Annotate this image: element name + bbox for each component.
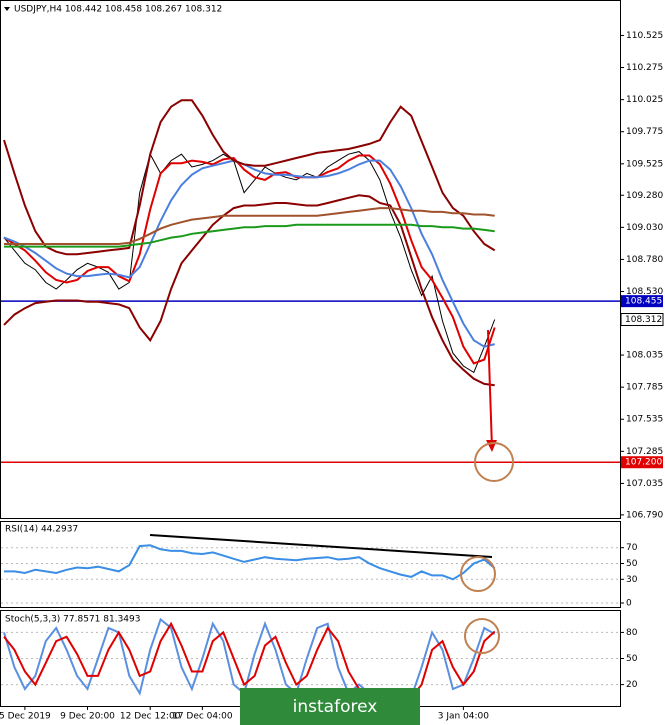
price-tag bbox=[621, 456, 663, 469]
y-tick-label: 20 bbox=[626, 680, 638, 690]
price-tag bbox=[621, 295, 663, 308]
series-line bbox=[3, 99, 496, 256]
y-tick-label: 109.030 bbox=[626, 223, 663, 233]
y-tick-label: 109.525 bbox=[626, 159, 663, 169]
price-tag bbox=[620, 313, 664, 327]
y-tick-label: 108.530 bbox=[626, 287, 663, 297]
watermark: instaforex bbox=[240, 688, 420, 725]
x-tick-label: 17 Dec 04:00 bbox=[172, 712, 233, 722]
y-tick-label: 110.025 bbox=[626, 95, 663, 105]
stoch-title: Stoch(5,3,3) 77.8571 81.3493 bbox=[5, 615, 140, 625]
watermark-text: instaforex bbox=[293, 697, 378, 717]
price-tag-label: 107.200 bbox=[625, 458, 662, 468]
series-line bbox=[4, 544, 496, 581]
y-tick-label: 107.785 bbox=[626, 383, 663, 393]
arrow-head bbox=[486, 440, 497, 452]
y-tick-label: 107.535 bbox=[626, 415, 663, 425]
y-tick-label: 0 bbox=[626, 599, 632, 609]
rsi-frame bbox=[0, 521, 621, 608]
main-frame bbox=[0, 0, 621, 519]
series-line bbox=[4, 223, 495, 248]
y-tick-label: 80 bbox=[626, 628, 638, 638]
y-tick-label: 106.790 bbox=[626, 510, 663, 520]
series-line bbox=[3, 194, 495, 387]
forecast-arrow bbox=[487, 329, 493, 449]
rsi-trend-line bbox=[149, 534, 493, 558]
series-line bbox=[3, 159, 495, 348]
series-line bbox=[3, 154, 496, 365]
target-circle bbox=[474, 442, 514, 482]
series-line bbox=[3, 621, 496, 699]
chart-title: USDJPY,H4 108.442 108.458 108.267 108.31… bbox=[14, 5, 222, 15]
series-line bbox=[3, 151, 496, 374]
y-tick-label: 110.525 bbox=[626, 31, 663, 41]
y-tick-label: 107.035 bbox=[626, 479, 663, 489]
y-tick-label: 109.775 bbox=[626, 127, 663, 137]
x-tick-label: 3 Jan 04:00 bbox=[438, 712, 490, 722]
y-tick-label: 30 bbox=[626, 575, 638, 585]
y-tick-label: 108.035 bbox=[626, 351, 663, 361]
price-tag-label: 108.455 bbox=[625, 297, 662, 307]
stoch-circle bbox=[464, 618, 500, 654]
series-line bbox=[4, 207, 495, 245]
x-tick-label: 12 Dec 12:00 bbox=[120, 712, 181, 722]
y-tick-label: 108.780 bbox=[626, 255, 663, 265]
price-tag-label: 108.312 bbox=[625, 315, 662, 325]
y-tick-label: 107.285 bbox=[626, 447, 663, 457]
watermark-box bbox=[240, 688, 420, 725]
rsi-circle bbox=[460, 556, 496, 592]
y-tick-label: 109.280 bbox=[626, 191, 663, 201]
y-tick-label: 110.275 bbox=[626, 63, 663, 73]
y-tick-label: 50 bbox=[626, 559, 638, 569]
rsi-title: RSI(14) 44.2937 bbox=[5, 525, 78, 535]
x-tick-label: 5 Dec 2019 bbox=[0, 712, 51, 722]
y-tick-label: 50 bbox=[626, 654, 638, 664]
y-tick-label: 70 bbox=[626, 543, 638, 553]
x-tick-label: 9 Dec 20:00 bbox=[60, 712, 115, 722]
collapse-icon bbox=[4, 7, 10, 11]
